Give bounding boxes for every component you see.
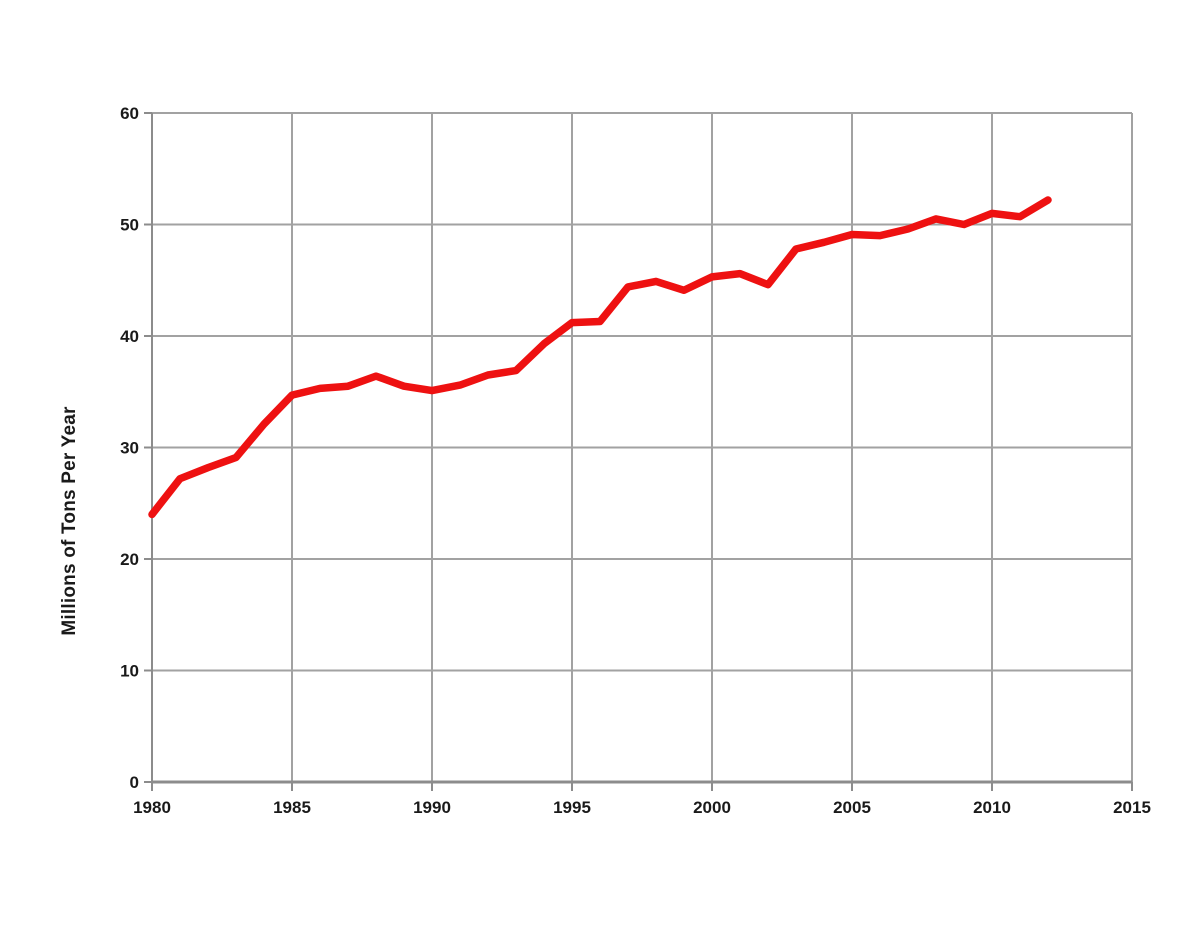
y-tick-label: 60 [120,104,139,123]
y-tick-label: 40 [120,327,139,346]
y-tick-label: 50 [120,216,139,235]
x-tick-label: 1985 [273,798,311,817]
y-tick-label: 30 [120,439,139,458]
y-axis-title: Millions of Tons Per Year [59,406,80,636]
x-tick-label: 2015 [1113,798,1151,817]
x-tick-label: 1990 [413,798,451,817]
y-tick-label: 10 [120,662,139,681]
x-tick-label: 1980 [133,798,171,817]
data-line-series [148,196,1052,519]
y-tick-label: 0 [130,773,139,792]
x-tick-label: 1995 [553,798,591,817]
x-tick-label: 2010 [973,798,1011,817]
y-tick-label: 20 [120,550,139,569]
x-tick-label: 2000 [693,798,731,817]
x-tick-label: 2005 [833,798,871,817]
